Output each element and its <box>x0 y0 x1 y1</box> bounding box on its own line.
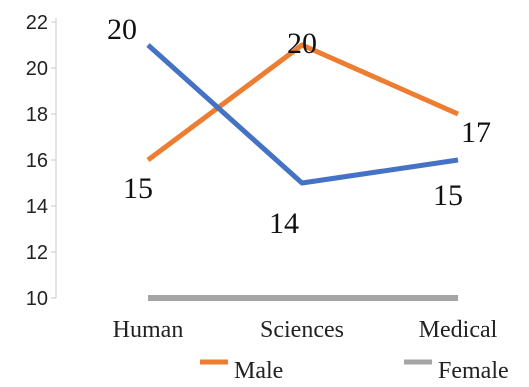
series-line-male <box>146 42 460 163</box>
y-tick-label: 16 <box>26 150 48 172</box>
x-tick-label: Sciences <box>260 317 344 343</box>
legend-label-male: Male <box>234 358 283 384</box>
series-line-unnamed <box>146 43 459 186</box>
series-layer <box>146 42 460 301</box>
y-tick-label: 10 <box>26 288 48 310</box>
legend: Male Female <box>200 358 509 384</box>
data-label: 20 <box>287 27 317 60</box>
legend-label-female: Female <box>438 358 509 384</box>
data-label: 15 <box>123 172 153 205</box>
data-label: 17 <box>461 116 491 149</box>
data-label: 15 <box>433 179 463 212</box>
data-labels: 15 20 17 20 14 15 <box>107 13 491 240</box>
data-label: 14 <box>269 207 299 240</box>
x-tick-label: Medical <box>419 317 498 343</box>
y-axis: 10 12 14 16 18 20 22 <box>26 12 57 310</box>
y-tick-label: 20 <box>26 58 48 80</box>
y-tick-label: 12 <box>26 242 48 264</box>
y-tick-label: 14 <box>26 196 48 218</box>
data-label: 20 <box>107 13 137 46</box>
y-tick-label: 18 <box>26 104 48 126</box>
x-tick-label: Human <box>113 317 184 343</box>
x-axis: Human Sciences Medical <box>113 317 498 343</box>
y-tick-label: 22 <box>26 12 48 34</box>
